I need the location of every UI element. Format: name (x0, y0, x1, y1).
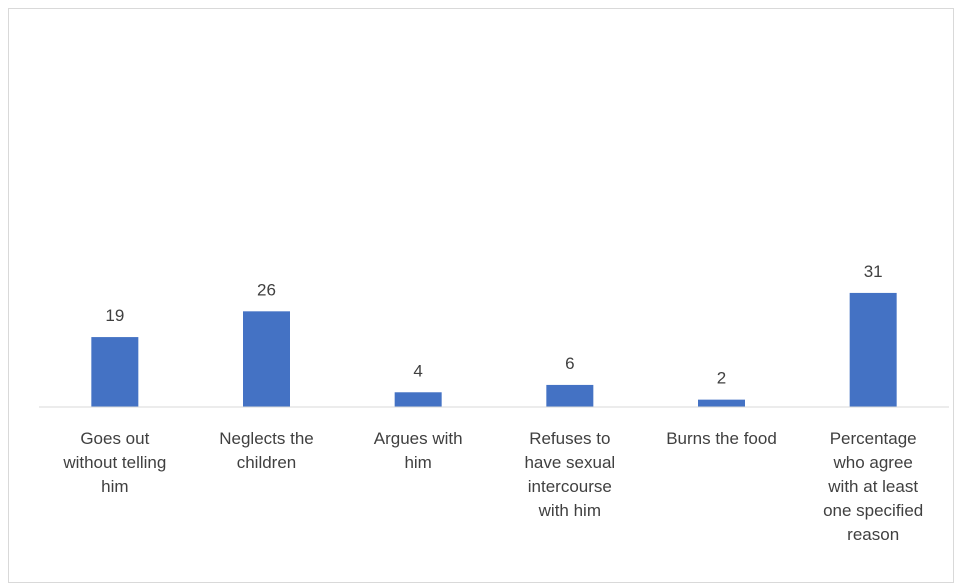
category-label-line: Argues with (374, 429, 463, 448)
data-labels-group: 19 26 4 6 2 31 (105, 262, 882, 388)
data-label-5: 2 (717, 369, 726, 388)
category-label-line: Goes out (80, 429, 149, 448)
category-label-line: Percentage (830, 429, 917, 448)
category-label-line: who agree (832, 453, 912, 472)
category-label-line: intercourse (528, 477, 612, 496)
bar-3 (394, 392, 442, 407)
category-label-line: Burns the food (666, 429, 777, 448)
category-label-line: children (237, 453, 297, 472)
category-label-6: Percentage who agree with at least one spec… (823, 429, 923, 544)
bars-group (91, 292, 897, 407)
bar-4 (546, 384, 594, 407)
category-label-line: Neglects the (219, 429, 314, 448)
category-label-line: without telling (62, 453, 166, 472)
category-label-line: one specified (823, 501, 923, 520)
category-labels-group: Goes out without telling him Neglects the ch… (62, 429, 923, 544)
bar-2 (243, 311, 290, 407)
category-label-3: Argues with him (374, 429, 463, 472)
data-label-6: 31 (864, 262, 883, 281)
category-label-2: Neglects the children (219, 429, 314, 472)
category-label-1: Goes out without telling him (62, 429, 166, 496)
data-label-1: 19 (105, 306, 124, 325)
data-label-3: 4 (413, 361, 422, 380)
category-label-4: Refuses to have sexual intercourse with him (524, 429, 615, 520)
category-label-line: him (404, 453, 431, 472)
category-label-line: have sexual (524, 453, 615, 472)
category-label-line: him (101, 477, 128, 496)
bar-6 (849, 292, 897, 407)
bar-1 (91, 337, 139, 407)
category-label-line: reason (847, 525, 899, 544)
data-label-2: 26 (257, 280, 276, 299)
data-label-4: 6 (565, 354, 574, 373)
category-label-line: Refuses to (529, 429, 610, 448)
category-label-5: Burns the food (666, 429, 777, 448)
chart-area (8, 8, 954, 583)
category-label-line: with at least (827, 477, 918, 496)
bar-5 (698, 399, 745, 407)
category-label-line: with him (538, 501, 601, 520)
